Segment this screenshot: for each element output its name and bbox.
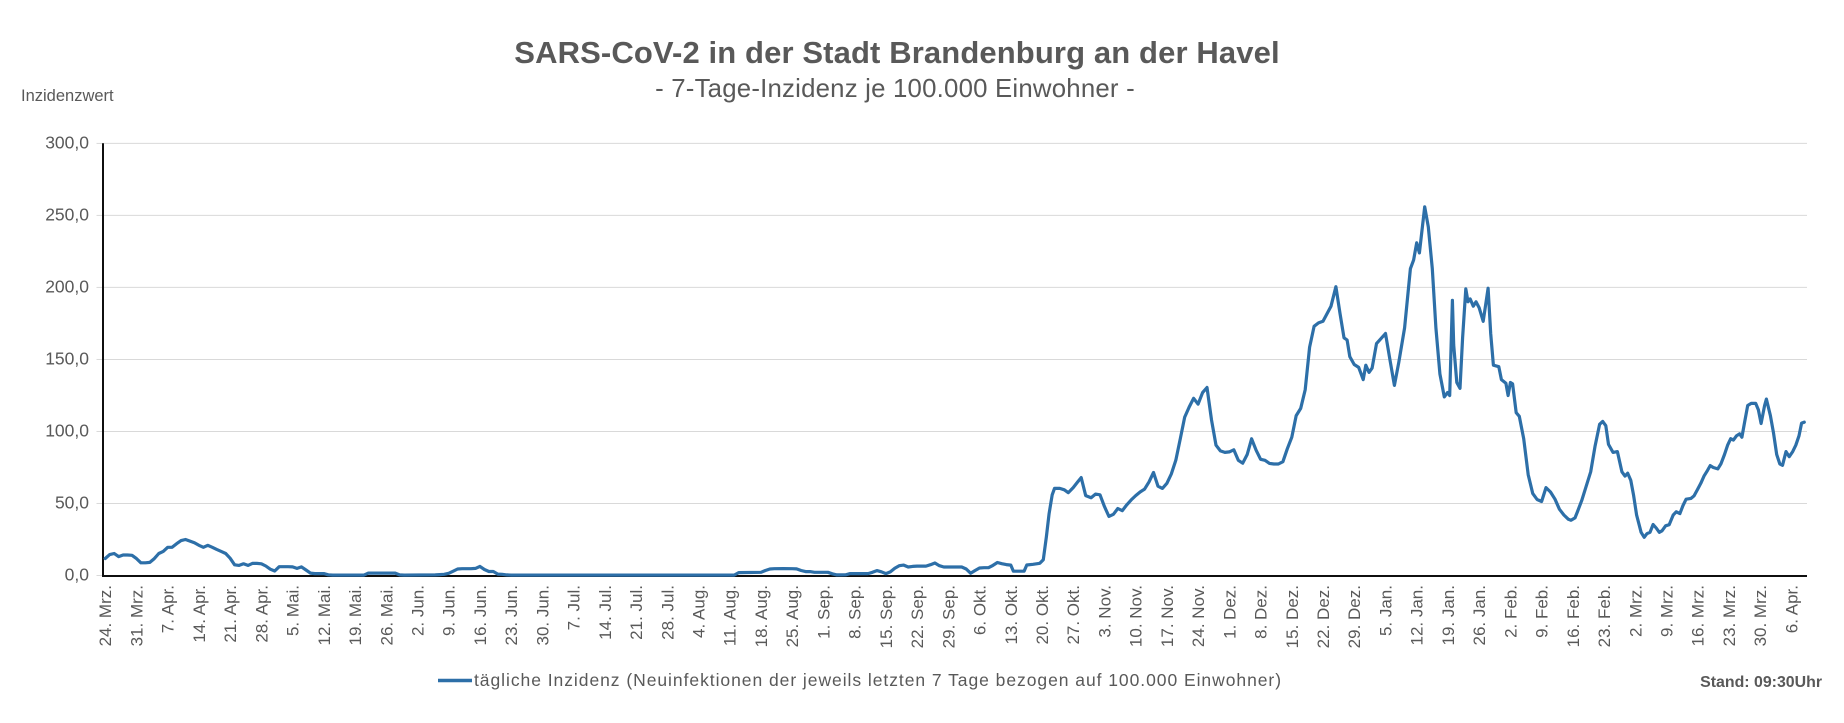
svg-text:2. Mrz.: 2. Mrz.: [1626, 585, 1645, 637]
svg-text:0,0: 0,0: [65, 565, 90, 585]
svg-text:300,0: 300,0: [45, 132, 89, 152]
svg-text:8. Sep.: 8. Sep.: [846, 585, 865, 639]
svg-text:23. Jun.: 23. Jun.: [502, 585, 521, 646]
svg-text:19. Jan.: 19. Jan.: [1439, 585, 1458, 646]
svg-text:19. Mai.: 19. Mai.: [346, 585, 365, 645]
svg-text:1. Dez.: 1. Dez.: [1220, 585, 1239, 639]
svg-text:10. Nov.: 10. Nov.: [1127, 585, 1146, 647]
svg-text:21. Jul.: 21. Jul.: [627, 585, 646, 640]
svg-text:26. Mai.: 26. Mai.: [377, 585, 396, 645]
svg-text:5. Mai.: 5. Mai.: [284, 585, 303, 636]
svg-text:Stand: 09:30Uhr: Stand: 09:30Uhr: [1700, 674, 1822, 691]
svg-text:28. Apr.: 28. Apr.: [252, 585, 271, 643]
svg-text:5. Jan.: 5. Jan.: [1377, 585, 1396, 636]
svg-text:50,0: 50,0: [55, 493, 89, 513]
svg-text:tägliche Inzidenz (Neuinfektio: tägliche Inzidenz (Neuinfektionen der je…: [474, 670, 1282, 690]
svg-text:23. Feb.: 23. Feb.: [1595, 585, 1614, 647]
svg-text:16. Mrz.: 16. Mrz.: [1689, 585, 1708, 646]
svg-text:12. Mai.: 12. Mai.: [315, 585, 334, 645]
svg-text:27. Okt.: 27. Okt.: [1064, 585, 1083, 645]
svg-text:Inzidenzwert: Inzidenzwert: [21, 87, 114, 105]
svg-text:31. Mrz.: 31. Mrz.: [128, 585, 147, 646]
svg-text:22. Sep.: 22. Sep.: [908, 585, 927, 648]
svg-text:13. Okt.: 13. Okt.: [1002, 585, 1021, 645]
svg-text:14. Apr.: 14. Apr.: [190, 585, 209, 643]
svg-text:9. Feb.: 9. Feb.: [1533, 585, 1552, 638]
svg-text:14. Jul.: 14. Jul.: [596, 585, 615, 640]
svg-text:21. Apr.: 21. Apr.: [221, 585, 240, 643]
svg-text:6. Okt.: 6. Okt.: [971, 585, 990, 635]
svg-text:17. Nov.: 17. Nov.: [1158, 585, 1177, 647]
svg-text:25. Aug.: 25. Aug.: [783, 585, 802, 647]
svg-text:18. Aug.: 18. Aug.: [752, 585, 771, 647]
svg-text:3. Nov.: 3. Nov.: [1095, 585, 1114, 638]
svg-text:29. Dez.: 29. Dez.: [1345, 585, 1364, 648]
svg-text:28. Jul.: 28. Jul.: [658, 585, 677, 640]
svg-text:7. Apr.: 7. Apr.: [159, 585, 178, 633]
svg-text:2. Feb.: 2. Feb.: [1501, 585, 1520, 638]
svg-text:6. Apr.: 6. Apr.: [1782, 585, 1801, 633]
svg-text:9. Mrz.: 9. Mrz.: [1658, 585, 1677, 637]
svg-text:20. Okt.: 20. Okt.: [1033, 585, 1052, 645]
svg-text:24. Mrz.: 24. Mrz.: [96, 585, 115, 646]
svg-text:150,0: 150,0: [45, 349, 89, 369]
svg-text:30. Mrz.: 30. Mrz.: [1751, 585, 1770, 646]
svg-text:16. Feb.: 16. Feb.: [1564, 585, 1583, 647]
svg-text:- 7-Tage-Inzidenz je 100.000 E: - 7-Tage-Inzidenz je 100.000 Einwohner -: [655, 75, 1135, 103]
svg-text:26. Jan.: 26. Jan.: [1470, 585, 1489, 646]
svg-text:15. Sep.: 15. Sep.: [877, 585, 896, 648]
svg-text:12. Jan.: 12. Jan.: [1408, 585, 1427, 646]
svg-text:100,0: 100,0: [45, 421, 89, 441]
svg-text:9. Jun.: 9. Jun.: [440, 585, 459, 636]
svg-text:15. Dez.: 15. Dez.: [1283, 585, 1302, 648]
svg-text:8. Dez.: 8. Dez.: [1252, 585, 1271, 639]
svg-text:200,0: 200,0: [45, 276, 89, 296]
svg-text:11. Aug.: 11. Aug.: [721, 585, 740, 646]
svg-text:7. Jul.: 7. Jul.: [565, 585, 584, 630]
svg-text:29. Sep.: 29. Sep.: [939, 585, 958, 648]
svg-text:4. Aug.: 4. Aug.: [690, 585, 709, 638]
svg-text:SARS-CoV-2 in der Stadt Brande: SARS-CoV-2 in der Stadt Brandenburg an d…: [514, 35, 1279, 70]
svg-text:24. Nov.: 24. Nov.: [1189, 585, 1208, 647]
svg-text:16. Jun.: 16. Jun.: [471, 585, 490, 646]
svg-text:23. Mrz.: 23. Mrz.: [1720, 585, 1739, 646]
svg-text:30. Jun.: 30. Jun.: [533, 585, 552, 646]
svg-text:22. Dez.: 22. Dez.: [1314, 585, 1333, 648]
svg-text:250,0: 250,0: [45, 204, 89, 224]
svg-text:1. Sep.: 1. Sep.: [814, 585, 833, 639]
svg-text:2. Jun.: 2. Jun.: [409, 585, 428, 636]
